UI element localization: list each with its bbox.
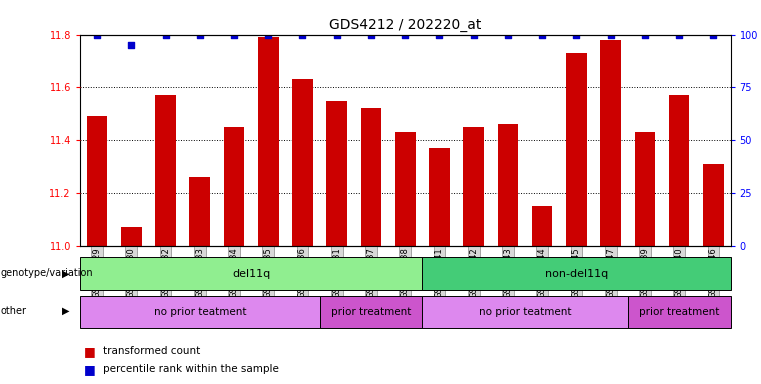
Bar xyxy=(80,296,320,328)
Bar xyxy=(189,177,210,246)
Point xyxy=(467,31,479,38)
Text: prior treatment: prior treatment xyxy=(331,307,411,317)
Text: transformed count: transformed count xyxy=(103,346,200,356)
Text: non-del11q: non-del11q xyxy=(545,268,608,279)
Point xyxy=(193,31,205,38)
Point xyxy=(639,31,651,38)
Bar xyxy=(628,296,731,328)
Point xyxy=(502,31,514,38)
Point xyxy=(125,42,138,48)
Title: GDS4212 / 202220_at: GDS4212 / 202220_at xyxy=(329,18,482,32)
Point xyxy=(91,31,103,38)
Bar xyxy=(463,127,484,246)
Bar xyxy=(669,95,689,246)
Bar xyxy=(635,132,655,246)
Bar xyxy=(395,132,416,246)
Text: ▶: ▶ xyxy=(62,306,70,316)
Point xyxy=(296,31,308,38)
Text: other: other xyxy=(1,306,27,316)
Text: percentile rank within the sample: percentile rank within the sample xyxy=(103,364,279,374)
Bar xyxy=(326,101,347,246)
Text: no prior teatment: no prior teatment xyxy=(154,307,246,317)
Bar xyxy=(320,296,422,328)
Bar xyxy=(532,206,552,246)
Bar xyxy=(566,53,587,246)
Point xyxy=(708,31,720,38)
Text: no prior teatment: no prior teatment xyxy=(479,307,572,317)
Bar xyxy=(600,40,621,246)
Point xyxy=(365,31,377,38)
Point xyxy=(399,31,411,38)
Bar xyxy=(224,127,244,246)
Point xyxy=(571,31,583,38)
Text: genotype/variation: genotype/variation xyxy=(1,268,94,278)
Text: ■: ■ xyxy=(84,363,95,376)
Bar xyxy=(703,164,724,246)
Text: del11q: del11q xyxy=(232,268,270,279)
Text: ■: ■ xyxy=(84,345,95,358)
Bar xyxy=(292,79,313,246)
Point xyxy=(330,31,342,38)
Bar xyxy=(87,116,107,246)
Point xyxy=(228,31,240,38)
Text: prior treatment: prior treatment xyxy=(639,307,719,317)
Point xyxy=(262,31,274,38)
Bar xyxy=(422,296,628,328)
Bar xyxy=(80,257,422,290)
Bar xyxy=(361,109,381,246)
Point xyxy=(159,31,171,38)
Bar xyxy=(429,148,450,246)
Bar xyxy=(258,37,279,246)
Point xyxy=(434,31,446,38)
Point xyxy=(604,31,616,38)
Bar xyxy=(498,124,518,246)
Point xyxy=(673,31,685,38)
Text: ▶: ▶ xyxy=(62,268,70,278)
Bar xyxy=(155,95,176,246)
Bar xyxy=(422,257,731,290)
Bar xyxy=(121,227,142,246)
Point xyxy=(536,31,548,38)
